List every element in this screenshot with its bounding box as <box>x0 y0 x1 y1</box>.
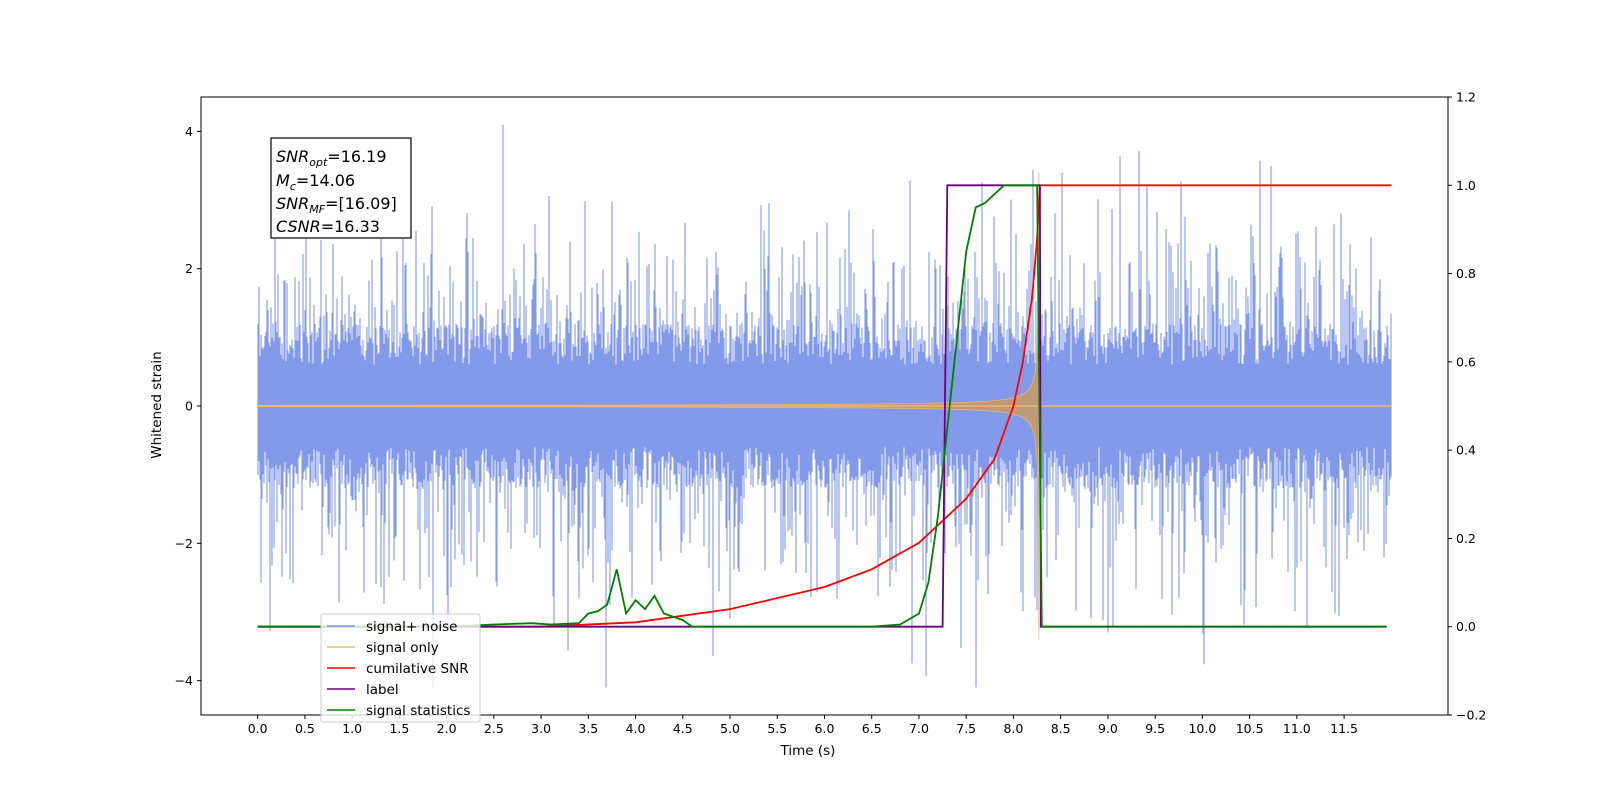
y2-tick-label: 0.4 <box>1456 443 1476 458</box>
x-tick-label: 7.0 <box>909 721 929 736</box>
x-tick-label: 11.5 <box>1330 721 1358 736</box>
x-tick-label: 3.0 <box>531 721 551 736</box>
y2-tick-label: 0.8 <box>1456 266 1476 281</box>
x-tick-label: 7.5 <box>956 721 976 736</box>
x-tick-label: 4.0 <box>626 721 646 736</box>
y2-tick-label: 0.0 <box>1456 619 1476 634</box>
x-tick-label: 11.0 <box>1283 721 1311 736</box>
svg-text:CSNR=16.33: CSNR=16.33 <box>276 217 380 236</box>
x-tick-label: 1.0 <box>342 721 362 736</box>
legend: signal+ noise signal only cumilative SNR… <box>320 613 481 723</box>
series-signal-only <box>257 172 1392 640</box>
svg-text:SNRMF=[16.09]: SNRMF=[16.09] <box>276 194 397 216</box>
y2-tick-label: 1.0 <box>1456 178 1476 193</box>
x-tick-label: 5.0 <box>720 721 740 736</box>
annot-snr-opt-main: SNR <box>276 147 309 166</box>
x-tick-label: 3.5 <box>578 721 598 736</box>
y2-tick-label: 0.6 <box>1456 354 1476 369</box>
x-tick-label: 6.5 <box>862 721 882 736</box>
annot-snr-mf-val: =[16.09] <box>325 194 397 213</box>
annot-mc-main: M <box>276 171 290 190</box>
x-axis-label: Time (s) <box>780 743 836 759</box>
x-tick-label: 2.5 <box>484 721 504 736</box>
y2-axis-ticks: −0.2 0.0 0.2 0.4 0.6 0.8 1.0 1.2 <box>1448 90 1486 723</box>
series-line-signal-statistics <box>257 184 1387 628</box>
x-tick-label: 10.0 <box>1188 721 1216 736</box>
legend-label-signal-noise: signal+ noise <box>366 619 457 635</box>
y2-tick-label: −0.2 <box>1456 708 1486 723</box>
y-tick-label: 2 <box>185 261 193 276</box>
y-tick-label: 4 <box>185 124 193 139</box>
svg-text:Mc=14.06: Mc=14.06 <box>276 171 355 193</box>
x-tick-label: 1.5 <box>389 721 409 736</box>
x-axis-ticks: 0.0 0.5 1.0 1.5 2.0 2.5 3.0 3.5 4.0 4.5 5.0 5.5 6.0 6… <box>248 715 1358 736</box>
annot-snr-mf-main: SNR <box>276 194 309 213</box>
legend-label-signal-only: signal only <box>366 640 439 656</box>
legend-label-label: label <box>366 682 399 698</box>
x-tick-label: 10.5 <box>1236 721 1264 736</box>
x-tick-label: 0.0 <box>248 721 268 736</box>
x-tick-label: 9.5 <box>1145 721 1165 736</box>
x-tick-label: 6.0 <box>815 721 835 736</box>
legend-label-signal-statistics: signal statistics <box>366 703 470 719</box>
right-axis-series <box>257 184 1392 628</box>
y-tick-label: −4 <box>175 673 193 688</box>
annot-snr-mf-sub: MF <box>309 203 325 216</box>
x-tick-label: 2.0 <box>437 721 457 736</box>
y-tick-label: 0 <box>185 399 193 414</box>
annot-snr-opt-val: =16.19 <box>327 147 386 166</box>
legend-label-cumulative-snr: cumilative SNR <box>366 661 469 677</box>
x-tick-label: 0.5 <box>295 721 315 736</box>
x-tick-label: 5.5 <box>767 721 787 736</box>
y2-tick-label: 0.2 <box>1456 531 1476 546</box>
series-line-cumilative-snr <box>257 184 1392 628</box>
stats-annotation: SNRopt=16.19 Mc=14.06 SNRMF=[16.09] CSNR… <box>270 137 412 239</box>
y-axis-ticks: −4 −2 0 2 4 <box>175 124 201 688</box>
annot-csnr-val: =16.33 <box>321 217 380 236</box>
svg-text:SNRopt=16.19: SNRopt=16.19 <box>276 147 387 169</box>
annot-snr-opt-sub: opt <box>309 156 328 169</box>
y-axis-label: Whitened strain <box>149 351 165 458</box>
y-tick-label: −2 <box>175 536 193 551</box>
annot-mc-sub: c <box>290 180 296 193</box>
annot-csnr-main: CSNR <box>276 217 321 236</box>
x-tick-label: 8.0 <box>1003 721 1023 736</box>
y2-tick-label: 1.2 <box>1456 90 1476 105</box>
x-tick-label: 4.5 <box>673 721 693 736</box>
annot-mc-val: =14.06 <box>296 171 355 190</box>
x-tick-label: 8.5 <box>1051 721 1071 736</box>
x-tick-label: 9.0 <box>1098 721 1118 736</box>
